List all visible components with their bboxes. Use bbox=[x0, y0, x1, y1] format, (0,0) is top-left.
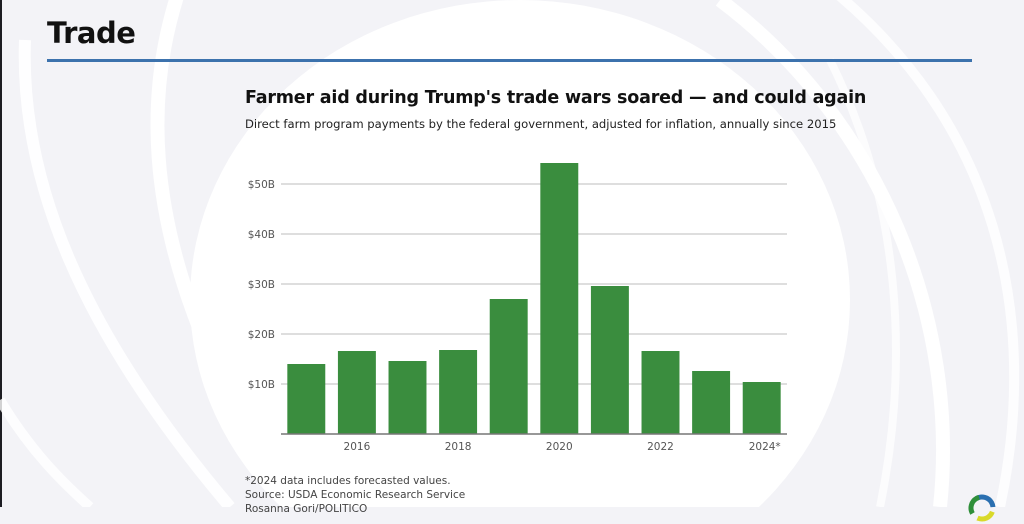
bar-2015 bbox=[287, 364, 326, 434]
footnote-credit: Rosanna Gori/POLITICO bbox=[245, 503, 368, 515]
bar-2017 bbox=[388, 361, 427, 434]
footnote-forecast: *2024 data includes forecasted values. bbox=[245, 475, 451, 487]
x-tick-label: 2020 bbox=[546, 441, 573, 453]
x-tick-label: 2018 bbox=[445, 441, 472, 453]
bar-2023 bbox=[692, 371, 731, 434]
bars bbox=[287, 163, 781, 434]
x-tick-label: 2016 bbox=[344, 441, 371, 453]
bar-2016 bbox=[337, 351, 376, 434]
footnote-source: Source: USDA Economic Research Service bbox=[245, 489, 466, 501]
x-tick-label: 2024* bbox=[749, 441, 781, 453]
bar-2020 bbox=[540, 163, 579, 434]
chart-title: Farmer aid during Trump's trade wars soa… bbox=[245, 88, 867, 108]
chart-subtitle: Direct farm program payments by the fede… bbox=[245, 117, 837, 131]
bar-2021 bbox=[590, 286, 629, 434]
title-divider bbox=[47, 59, 972, 62]
y-tick-label: $40B bbox=[248, 229, 275, 241]
y-tick-label: $20B bbox=[248, 329, 275, 341]
slide-title: Trade bbox=[47, 16, 136, 50]
bar-2018 bbox=[439, 350, 478, 434]
organization-logo-icon bbox=[968, 494, 996, 522]
y-tick-label: $50B bbox=[248, 179, 275, 191]
x-tick-label: 2022 bbox=[647, 441, 674, 453]
x-axis-labels: 2016 2018 2020 2022 2024* bbox=[344, 441, 781, 453]
bar-2022 bbox=[641, 351, 680, 434]
bar-2019 bbox=[489, 299, 528, 434]
y-tick-label: $30B bbox=[248, 279, 275, 291]
y-axis-labels: $10B $20B $30B $40B $50B bbox=[248, 179, 275, 391]
bar-2024 bbox=[742, 382, 781, 434]
bar-chart: $10B $20B $30B $40B $50B 2016 2018 2020 2022 202… bbox=[248, 163, 787, 453]
window-edge bbox=[0, 0, 2, 507]
y-tick-label: $10B bbox=[248, 379, 275, 391]
